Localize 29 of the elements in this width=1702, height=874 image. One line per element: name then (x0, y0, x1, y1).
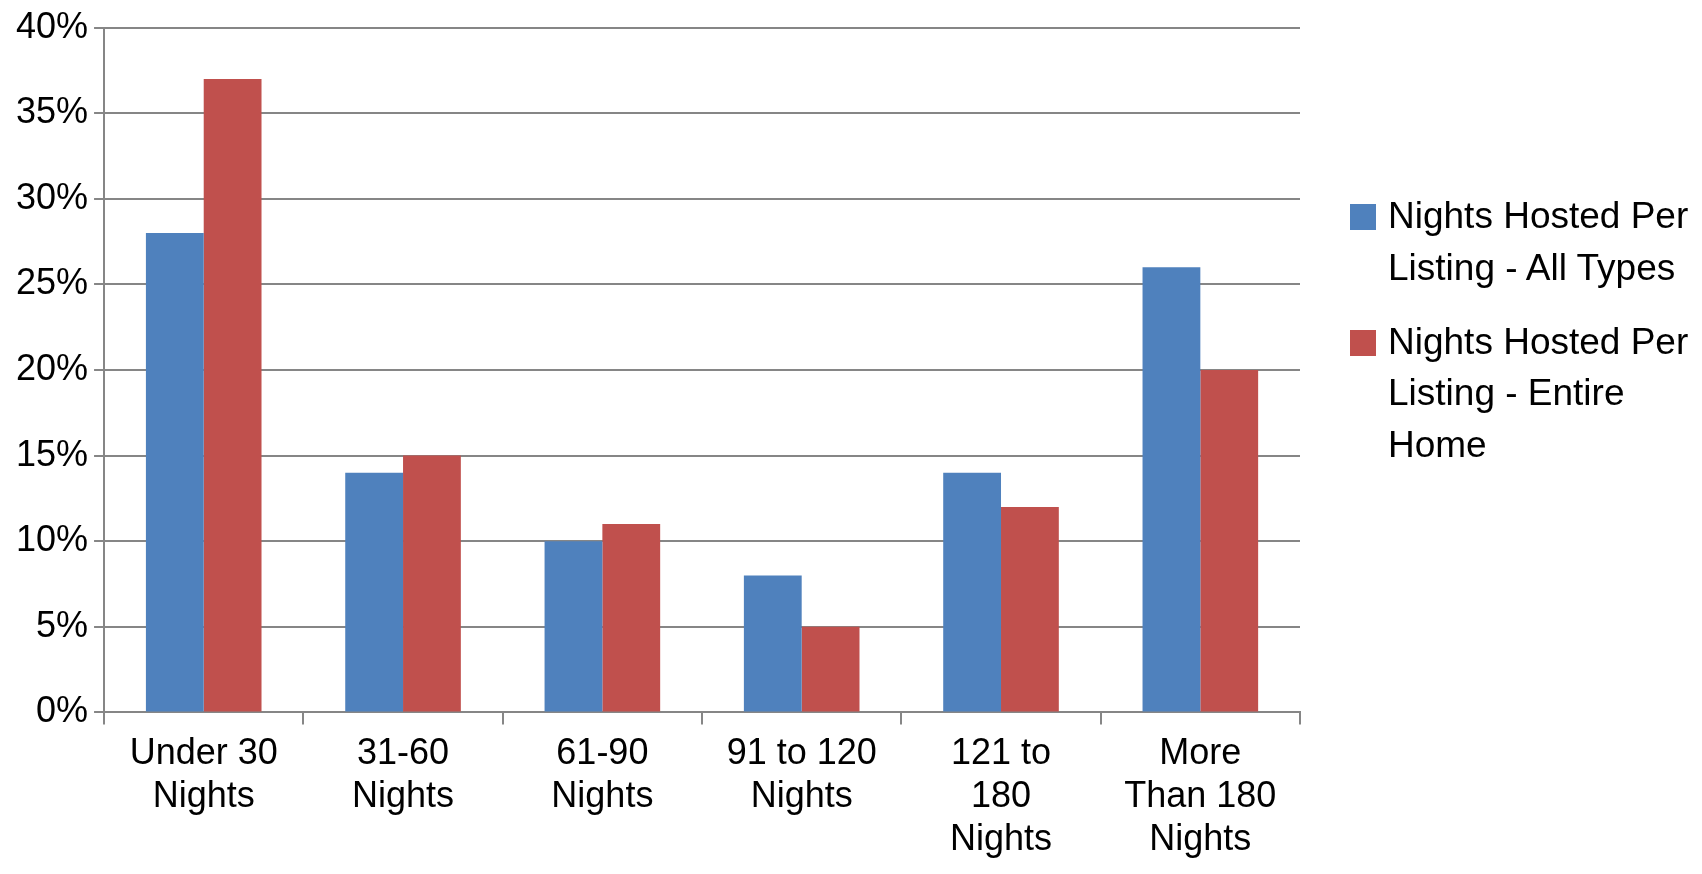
bar (345, 472, 404, 712)
y-tick-label: 15% (15, 432, 89, 474)
y-tick-label: 5% (36, 603, 89, 645)
x-tick-label: 61-90 Nights (551, 730, 654, 816)
x-tick-label: 91 to 120 Nights (726, 730, 877, 816)
bar (203, 78, 262, 712)
x-tick-label: More Than 180 Nights (1124, 730, 1277, 859)
bar (1001, 506, 1059, 712)
y-tick-label: 10% (15, 518, 89, 560)
y-tick-label: 25% (15, 261, 89, 303)
y-tick-label: 30% (15, 175, 89, 217)
bar (801, 626, 860, 712)
bar (943, 472, 1002, 712)
bar (743, 575, 802, 712)
x-tick-label: 31-60 Nights (352, 730, 455, 816)
x-tick-label: 121 to 180 Nights (949, 730, 1053, 859)
legend-label: Nights Hosted Per Listing - All Types (1388, 194, 1690, 290)
bar (544, 541, 603, 712)
bar (403, 455, 461, 712)
y-tick-label: 35% (15, 90, 89, 132)
bar (1142, 267, 1201, 712)
y-tick-label: 0% (36, 689, 89, 731)
y-tick-label: 20% (15, 346, 89, 388)
bar (145, 233, 204, 712)
y-tick-label: 40% (15, 4, 89, 46)
x-tick-label: Under 30 Nights (129, 730, 278, 816)
legend-label: Nights Hosted Per Listing - Entire Home (1388, 319, 1690, 468)
bar (602, 524, 661, 712)
bar (1200, 370, 1259, 712)
